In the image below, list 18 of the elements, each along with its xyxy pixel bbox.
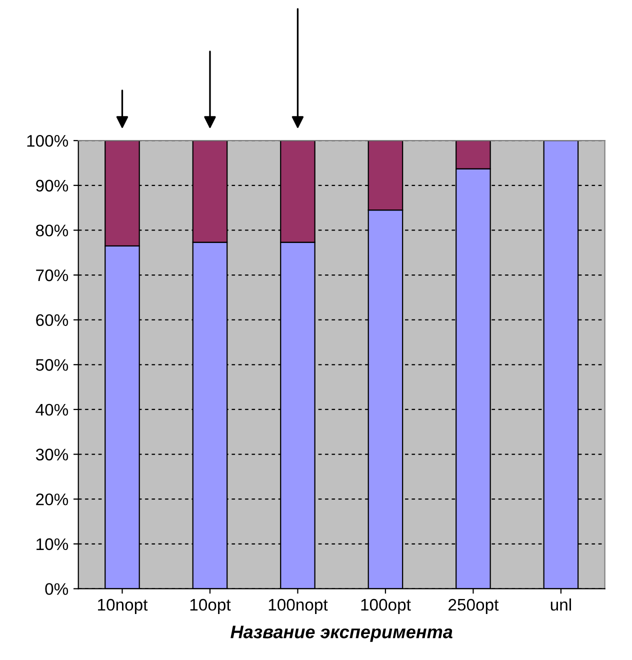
x-tick-label: 250opt <box>448 598 499 614</box>
y-tick-label: 60% <box>36 314 68 326</box>
y-tick-label: 80% <box>36 224 68 236</box>
y-tick-label: 10% <box>36 538 68 550</box>
y-tick-label: 40% <box>36 404 68 416</box>
y-tick-label: 70% <box>36 269 68 282</box>
y-tick-label: 50% <box>36 359 68 371</box>
y-tick-label: 90% <box>36 180 68 192</box>
x-tick-label: 100nopt <box>268 598 328 614</box>
y-tick-label: 0% <box>45 583 68 595</box>
x-tick-label: 10nopt <box>98 598 148 614</box>
x-axis-title: Название эксперимента <box>230 626 452 642</box>
y-tick-label: 20% <box>36 493 68 506</box>
x-tick-label: unl <box>550 598 571 611</box>
x-tick-label: 100opt <box>361 598 411 614</box>
y-tick-label: 100% <box>27 134 68 147</box>
x-tick-label: 10opt <box>190 598 231 614</box>
y-tick-label: 30% <box>36 448 68 460</box>
